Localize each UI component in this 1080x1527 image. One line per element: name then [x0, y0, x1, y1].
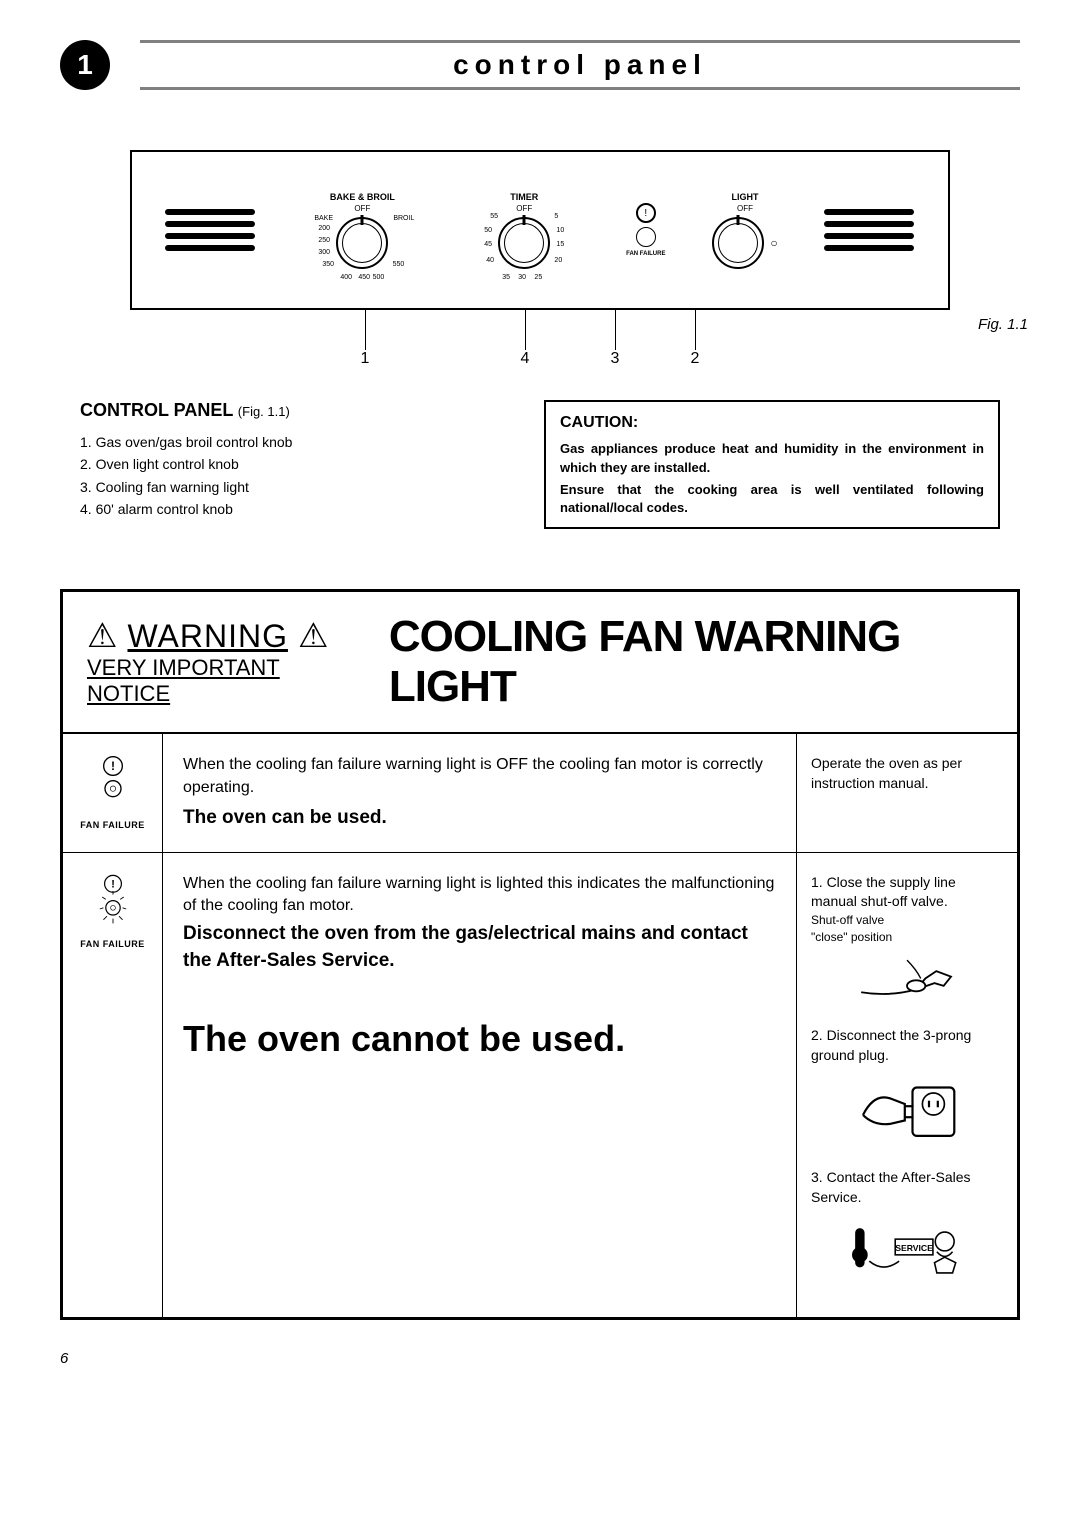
dial-val: 45 — [484, 241, 492, 248]
dial-val: 10 — [556, 227, 564, 234]
list-item: 1. Gas oven/gas broil control knob — [80, 431, 504, 453]
dial-val: 450 — [358, 274, 370, 281]
leader-num: 2 — [691, 350, 700, 368]
shutoff-label1: Shut-off valve — [811, 912, 1003, 929]
shutoff-valve-icon — [852, 951, 962, 1006]
service-icon: SERVICE — [852, 1214, 962, 1277]
dial-val: 350 — [322, 261, 334, 268]
knob3-label-top: LIGHT — [731, 192, 758, 202]
dial-val: 400 — [340, 274, 352, 281]
leader-num: 3 — [611, 350, 620, 368]
control-panel-heading: CONTROL PANEL — [80, 400, 233, 420]
dial-val: 30 — [518, 274, 526, 281]
row2-right1: 1. Close the supply line manual shut-off… — [811, 873, 1003, 912]
svg-text:!: ! — [111, 759, 115, 773]
info-row: CONTROL PANEL (Fig. 1.1) 1. Gas oven/gas… — [60, 400, 1020, 529]
fan-failure-on-icon: ! — [83, 873, 143, 933]
row1-text: When the cooling fan failure warning lig… — [183, 754, 776, 799]
figure-leaders: 1 4 3 2 — [130, 310, 950, 370]
header-rule: control panel — [140, 40, 1020, 90]
figure-caption: Fig. 1.1 — [978, 316, 1028, 333]
dial-val: 20 — [554, 257, 562, 264]
fan-failure-label: FAN FAILURE — [80, 820, 145, 830]
dial-val: 15 — [556, 241, 564, 248]
dial-val: 55 — [490, 213, 498, 220]
row2-right3: 3. Contact the After-Sales Service. — [811, 1168, 1003, 1207]
dial-val: 25 — [534, 274, 542, 281]
knob-bake-broil: BAKE & BROIL OFF BAKE BROIL 200 250 300 … — [302, 192, 422, 269]
dial-val: 35 — [502, 274, 510, 281]
knob2-label-top: TIMER — [510, 192, 538, 202]
control-panel-list: CONTROL PANEL (Fig. 1.1) 1. Gas oven/gas… — [80, 400, 504, 529]
leader-num: 1 — [361, 350, 370, 368]
vent-right — [824, 209, 914, 251]
knob1-label-top: BAKE & BROIL — [330, 192, 395, 202]
light-on-icon: ○ — [770, 236, 777, 250]
dial-val: 200 — [318, 225, 330, 232]
row1-bold: The oven can be used. — [183, 805, 776, 832]
warning-row-fail: ! FAN FAILURE When the cooling fan failu… — [63, 853, 1017, 1317]
list-item: 3. Cooling fan warning light — [80, 476, 504, 498]
dial-val: 300 — [318, 249, 330, 256]
control-panel-figure: BAKE & BROIL OFF BAKE BROIL 200 250 300 … — [130, 150, 950, 310]
warning-big-title: COOLING FAN WARNING LIGHT — [389, 612, 993, 712]
row2-text: When the cooling fan failure warning lig… — [183, 873, 776, 918]
list-item: 4. 60' alarm control knob — [80, 498, 504, 520]
dial-val: 50 — [484, 227, 492, 234]
caution-line1: Gas appliances produce heat and humidity… — [560, 440, 984, 476]
dial-val: 500 — [373, 274, 385, 281]
fan-failure-off-icon: ! — [83, 754, 143, 814]
page-header: 1 control panel — [60, 40, 1020, 90]
caution-heading: CAUTION: — [560, 412, 984, 434]
row2-right2: 2. Disconnect the 3-prong ground plug. — [811, 1026, 1003, 1065]
dial-val: 5 — [554, 213, 558, 220]
warning-header: ⚠ WARNING ⚠ VERY IMPORTANT NOTICE COOLIN… — [63, 592, 1017, 734]
section-number-badge: 1 — [60, 40, 110, 90]
warning-word: WARNING — [127, 618, 287, 655]
header-title: control panel — [453, 49, 707, 80]
warning-indicator-icon: ! — [636, 203, 656, 223]
plug-outlet-icon — [852, 1071, 962, 1148]
shutoff-label2: "close" position — [811, 929, 1003, 946]
leader-num: 4 — [521, 350, 530, 368]
knob-light: LIGHT OFF ○ — [712, 192, 777, 269]
row2-big-cannot: The oven cannot be used. — [183, 1014, 776, 1064]
vent-left — [165, 209, 255, 251]
knob1-broil-label: BROIL — [393, 215, 414, 222]
knob1-bake-label: BAKE — [314, 215, 333, 222]
fan-failure-label: FAN FAILURE — [80, 939, 145, 949]
warning-box: ⚠ WARNING ⚠ VERY IMPORTANT NOTICE COOLIN… — [60, 589, 1020, 1319]
knob1-label-sub: OFF — [354, 204, 370, 213]
dial-val: 40 — [486, 257, 494, 264]
fan-failure-indicator: ! FAN FAILURE — [626, 203, 665, 257]
row2-bold: Disconnect the oven from the gas/electri… — [183, 921, 776, 974]
fan-indicator-icon — [636, 227, 656, 247]
knob-timer: TIMER OFF 5 10 15 20 25 30 35 40 45 50 5… — [469, 192, 579, 269]
warning-triangle-icon: ⚠ — [87, 619, 117, 653]
dial-val: 550 — [393, 261, 405, 268]
svg-text:!: ! — [111, 878, 115, 890]
knob2-label-sub: OFF — [516, 204, 532, 213]
list-item: 2. Oven light control knob — [80, 453, 504, 475]
caution-box: CAUTION: Gas appliances produce heat and… — [544, 400, 1000, 529]
warning-subtitle: VERY IMPORTANT NOTICE — [87, 655, 349, 707]
warning-triangle-icon: ⚠ — [298, 619, 328, 653]
row1-right: Operate the oven as per instruction manu… — [811, 754, 1003, 793]
dial-val: 250 — [318, 237, 330, 244]
knob3-label-sub: OFF — [737, 204, 753, 213]
control-panel-figref: (Fig. 1.1) — [238, 404, 290, 419]
service-label: SERVICE — [895, 1243, 933, 1253]
indicator-label: FAN FAILURE — [626, 251, 665, 257]
warning-row-ok: ! FAN FAILURE When the cooling fan failu… — [63, 734, 1017, 852]
caution-line2: Ensure that the cooking area is well ven… — [560, 481, 984, 517]
page-number: 6 — [60, 1350, 1020, 1367]
